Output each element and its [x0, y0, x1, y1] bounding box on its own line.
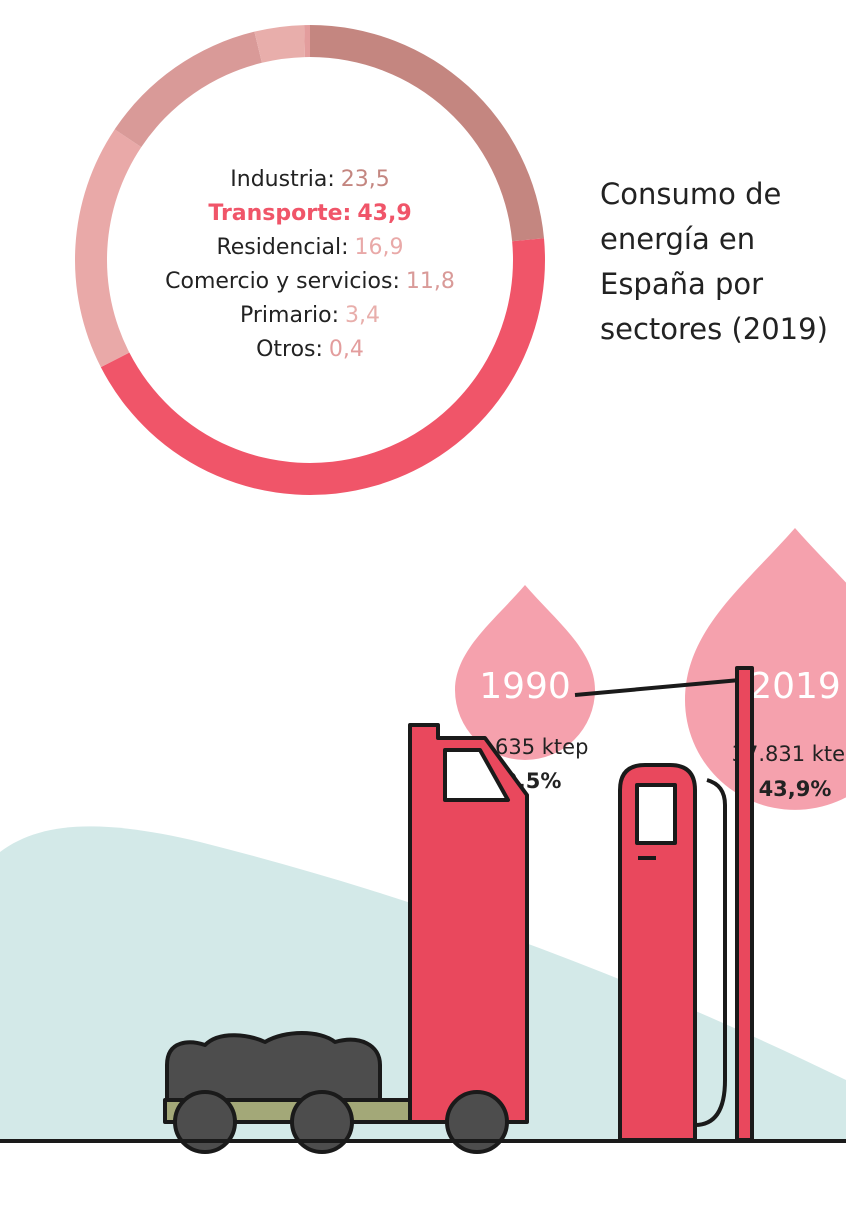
donut-segment — [304, 25, 310, 58]
sector-name: Industria: — [230, 167, 334, 192]
sector-value: 0,4 — [329, 337, 364, 362]
sector-name: Comercio y servicios: — [165, 269, 400, 294]
sector-label: Comercio y servicios: 11,8 — [165, 269, 455, 294]
sector-value: 16,9 — [355, 235, 404, 260]
sector-label: Residencial: 16,9 — [216, 235, 403, 260]
sector-label: Otros: 0,4 — [256, 337, 364, 362]
sector-value: 3,4 — [345, 303, 380, 328]
sector-label: Primario: 3,4 — [240, 303, 380, 328]
wheel — [445, 1090, 509, 1154]
truck — [163, 723, 529, 1154]
donut-segment — [254, 25, 305, 63]
sector-value: 43,9 — [357, 201, 411, 226]
cargo — [165, 1031, 382, 1102]
donut-segment — [100, 238, 546, 495]
fuel-pump — [574, 666, 754, 1142]
drop-1990 — [455, 585, 595, 760]
sector-value: 11,8 — [406, 269, 455, 294]
sector-name: Primario: — [240, 303, 339, 328]
sector-value: 23,5 — [341, 167, 390, 192]
sector-name: Residencial: — [216, 235, 348, 260]
truck-window — [443, 748, 510, 802]
sector-label: Transporte: 43,9 — [208, 201, 411, 226]
donut-segment — [75, 129, 142, 368]
pump-window — [635, 783, 677, 845]
pole — [735, 666, 754, 1142]
center-labels: Industria: 23,5 Transporte: 43,9 Residencial… — [165, 167, 455, 362]
sector-label: Industria: 23,5 — [230, 167, 389, 192]
wheel — [173, 1090, 237, 1154]
sector-name: Transporte: — [208, 201, 351, 226]
donut — [75, 25, 546, 495]
drop-year: 1990 — [479, 666, 571, 707]
hose — [694, 778, 727, 1127]
sector-name: Otros: — [256, 337, 323, 362]
drop-year: 2019 — [749, 666, 841, 707]
canopy-wire — [574, 678, 741, 697]
chart-title: Consumo de energía en España por sectore… — [600, 177, 828, 346]
drop-share: 43,9% — [759, 777, 832, 801]
donut-segment — [310, 25, 544, 242]
drop-2019 — [685, 528, 846, 810]
donut-segment — [114, 31, 262, 148]
truck-cab — [408, 723, 529, 1124]
wheel — [290, 1090, 354, 1154]
